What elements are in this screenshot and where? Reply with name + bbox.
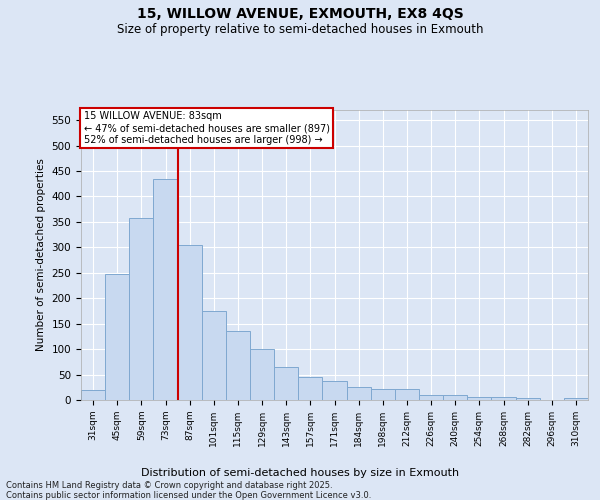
Bar — [202, 311, 226, 400]
Bar — [322, 380, 347, 400]
Bar — [226, 332, 250, 400]
Text: Size of property relative to semi-detached houses in Exmouth: Size of property relative to semi-detach… — [117, 22, 483, 36]
Bar — [154, 178, 178, 400]
Bar — [467, 398, 491, 400]
Text: Distribution of semi-detached houses by size in Exmouth: Distribution of semi-detached houses by … — [141, 468, 459, 477]
Bar — [129, 218, 154, 400]
Bar — [419, 395, 443, 400]
Bar — [491, 398, 515, 400]
Bar — [105, 274, 129, 400]
Bar — [395, 389, 419, 400]
Bar — [443, 395, 467, 400]
Text: Contains HM Land Registry data © Crown copyright and database right 2025.: Contains HM Land Registry data © Crown c… — [6, 481, 332, 490]
Bar — [274, 367, 298, 400]
Text: Contains public sector information licensed under the Open Government Licence v3: Contains public sector information licen… — [6, 491, 371, 500]
Text: 15 WILLOW AVENUE: 83sqm
← 47% of semi-detached houses are smaller (897)
52% of s: 15 WILLOW AVENUE: 83sqm ← 47% of semi-de… — [83, 112, 329, 144]
Bar — [250, 349, 274, 400]
Bar — [515, 398, 540, 400]
Bar — [371, 389, 395, 400]
Y-axis label: Number of semi-detached properties: Number of semi-detached properties — [36, 158, 46, 352]
Text: 15, WILLOW AVENUE, EXMOUTH, EX8 4QS: 15, WILLOW AVENUE, EXMOUTH, EX8 4QS — [137, 8, 463, 22]
Bar — [81, 390, 105, 400]
Bar — [347, 388, 371, 400]
Bar — [564, 398, 588, 400]
Bar — [298, 377, 322, 400]
Bar — [178, 245, 202, 400]
